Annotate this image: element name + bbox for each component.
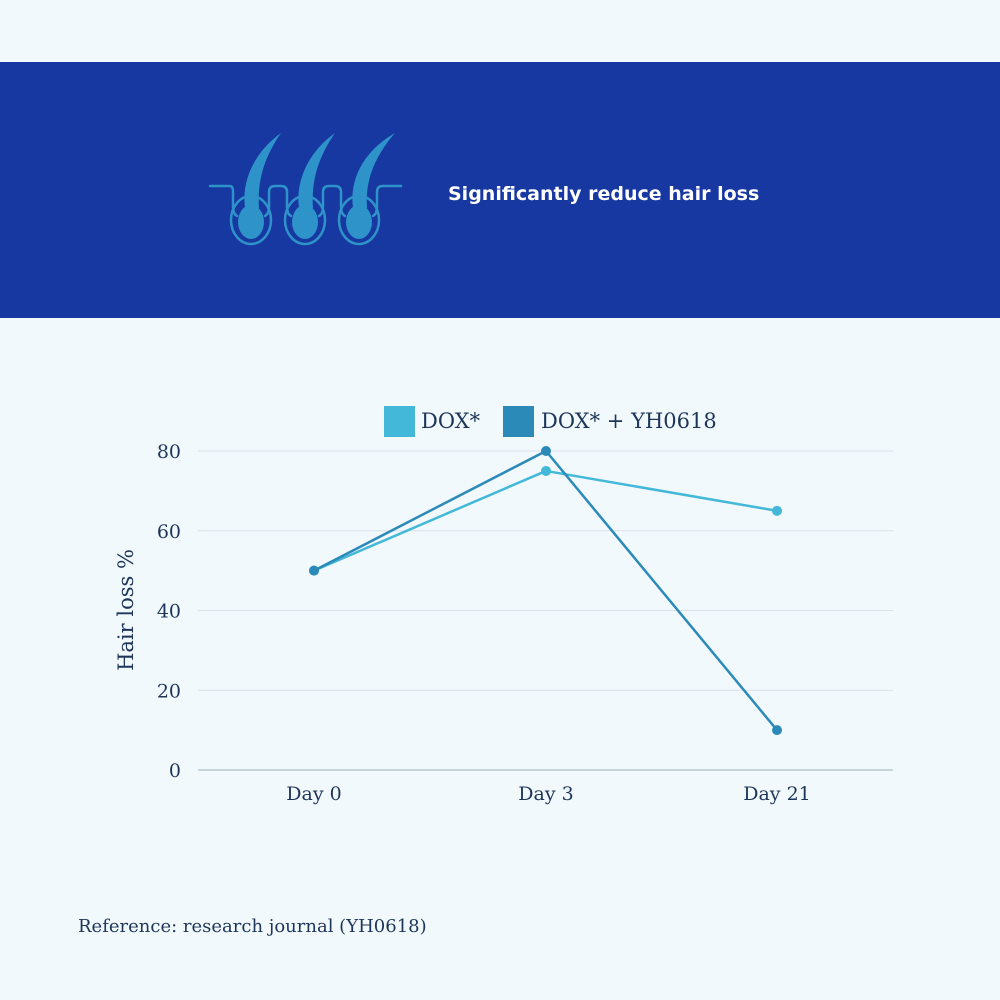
legend-swatch-dox-yh0618 <box>503 406 534 437</box>
legend-label-dox-yh0618: DOX* + YH0618 <box>541 409 717 433</box>
y-tick-label: 60 <box>157 521 181 543</box>
y-axis-label: Hair loss % <box>114 549 138 671</box>
hair-follicles-icon <box>208 133 403 246</box>
legend-label-dox: DOX* <box>421 409 481 433</box>
data-point <box>772 725 782 736</box>
banner-title: Significantly reduce hair loss <box>448 183 760 205</box>
y-tick-label: 0 <box>169 760 181 782</box>
data-point <box>772 505 782 516</box>
series-line-1 <box>313 449 778 731</box>
y-tick-label: 40 <box>157 601 181 623</box>
legend-swatch-dox <box>384 406 415 437</box>
data-point <box>309 565 319 576</box>
header-banner <box>0 62 1000 318</box>
x-tick-label: Day 21 <box>743 783 811 805</box>
x-tick-label: Day 0 <box>286 783 341 805</box>
series-line-0 <box>313 469 778 572</box>
data-point <box>541 446 551 456</box>
reference-note: Reference: research journal (YH0618) <box>78 916 427 937</box>
y-tick-label: 20 <box>157 680 181 702</box>
data-point <box>541 465 551 476</box>
x-tick-label: Day 3 <box>518 783 573 805</box>
y-tick-label: 80 <box>157 441 181 463</box>
